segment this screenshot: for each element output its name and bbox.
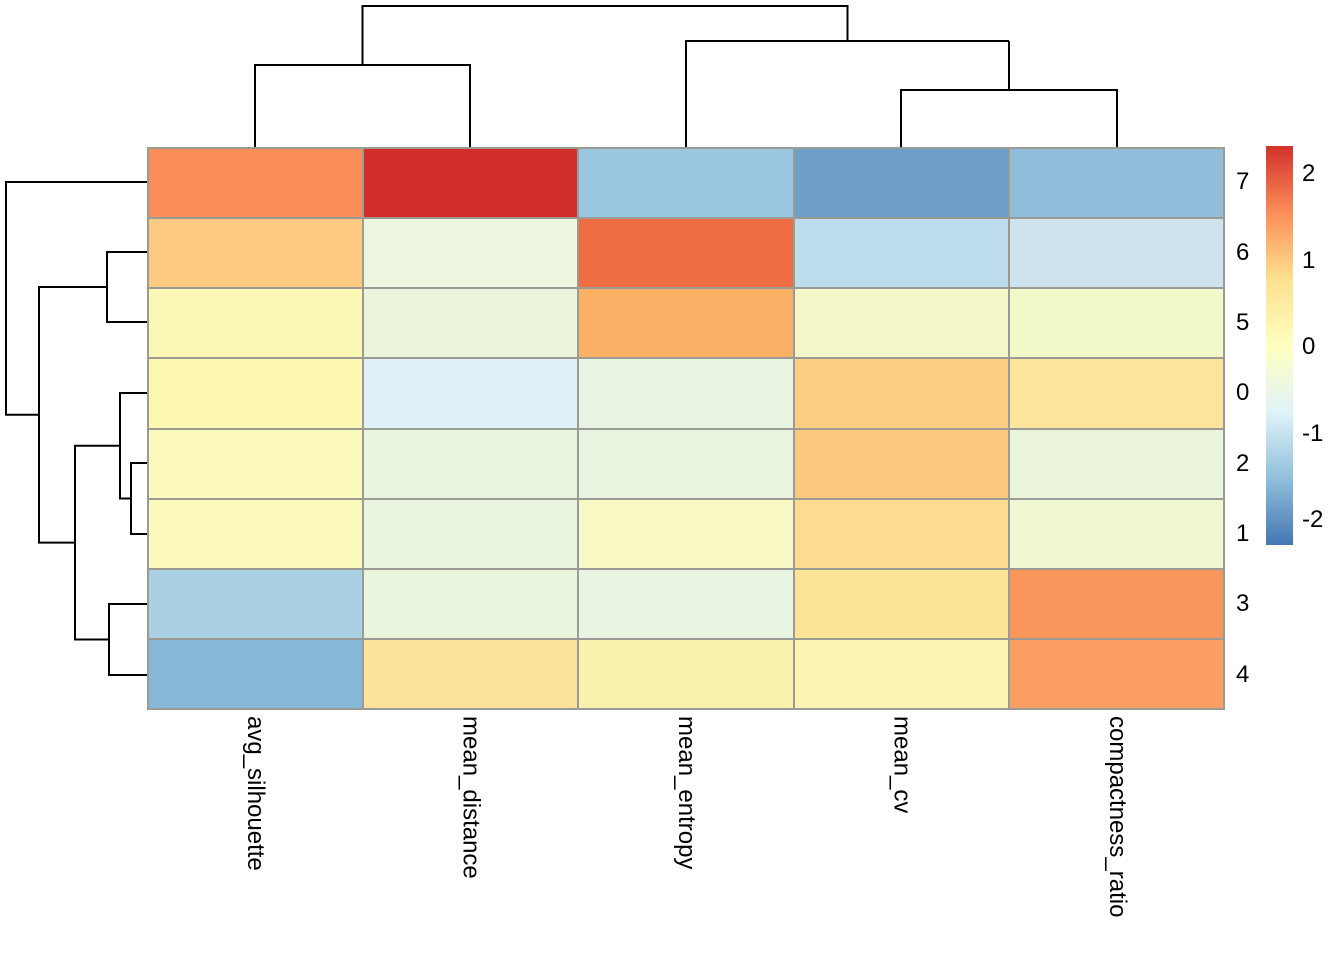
heatmap-cell-6-mean_entropy [579,219,793,288]
heatmap-cell-4-compactness_ratio [1009,639,1223,708]
heatmap-cell-0-mean_entropy [579,359,793,428]
heatmap-cell-5-mean_cv [794,289,1008,358]
column-dendrogram [254,5,1118,147]
dendrogram-branch [900,89,1118,147]
heatmap-cell-6-mean_cv [794,219,1008,288]
heatmap-cell-4-mean_cv [794,639,1008,708]
heatmap-cell-7-mean_cv [794,149,1008,218]
heatmap-cell-5-avg_silhouette [149,289,363,358]
dendrogram-branch [5,181,147,416]
heatmap-cell-0-avg_silhouette [149,359,363,428]
column-label-compactness_ratio: compactness_ratio [1104,716,1132,918]
heatmap-cell-3-avg_silhouette [149,569,363,638]
heatmap-cell-1-mean_entropy [579,499,793,568]
column-label-mean_cv: mean_cv [888,716,916,814]
column-label-mean_entropy: mean_entropy [673,716,700,870]
column-label-avg_silhouette: avg_silhouette [241,716,269,871]
heatmap-cell-2-mean_cv [794,429,1008,498]
dendrogram-branch [130,462,147,535]
heatmap-cell-0-compactness_ratio [1009,359,1223,428]
heatmap-cell-6-mean_distance [364,219,578,288]
dendrogram-branch [74,444,120,641]
colorbar-tick--1: -1 [1302,419,1324,447]
heatmap-cell-3-compactness_ratio [1009,569,1223,638]
heatmap-cell-5-mean_entropy [579,289,793,358]
heatmap-cell-7-compactness_ratio [1009,149,1223,218]
dendrogram-branch [108,603,147,676]
heatmap-cell-1-compactness_ratio [1009,499,1223,568]
heatmap-cell-4-avg_silhouette [149,639,363,708]
row-label-3: 3 [1236,590,1250,618]
dendrogram-branch [106,251,147,323]
dendrogram-branch [254,64,471,147]
heatmap-cell-5-mean_distance [364,289,578,358]
colorbar-tick-1: 1 [1302,246,1316,274]
heatmap-cell-2-mean_distance [364,429,578,498]
heatmap-cell-6-avg_silhouette [149,219,363,288]
row-dendrogram [5,181,147,676]
heatmap-cell-2-compactness_ratio [1009,429,1223,498]
row-label-6: 6 [1236,238,1250,266]
row-label-0: 0 [1236,379,1250,407]
row-label-7: 7 [1236,168,1250,196]
heatmap-cell-1-mean_cv [794,499,1008,568]
heatmap-cell-7-mean_entropy [579,149,793,218]
heatmap-cell-3-mean_distance [364,569,578,638]
heatmap-cell-2-mean_entropy [579,429,793,498]
colorbar-gradient [1266,146,1293,545]
heatmap-cell-1-avg_silhouette [149,499,363,568]
colorbar-tick-0: 0 [1302,333,1316,360]
heatmap-cell-3-mean_cv [794,569,1008,638]
dendrogram-branch [38,286,107,544]
row-label-4: 4 [1236,660,1250,688]
colorbar-tick--2: -2 [1302,506,1324,533]
heatmap-cell-7-mean_distance [364,149,578,218]
dendrogram-branch [119,392,147,500]
heatmap-cell-2-avg_silhouette [149,429,363,498]
heatmap-cell-5-compactness_ratio [1009,289,1223,358]
heatmap-cell-6-compactness_ratio [1009,219,1223,288]
heatmap-grid [147,147,1225,710]
row-label-1: 1 [1236,520,1250,548]
row-label-5: 5 [1236,308,1250,336]
dendrogram-branch [685,40,1009,147]
heatmap-cell-0-mean_distance [364,359,578,428]
colorbar-tick-2: 2 [1302,160,1316,187]
heatmap-cell-3-mean_entropy [579,569,793,638]
dendrogram-branch [361,5,849,65]
column-label-mean_distance: mean_distance [457,716,485,879]
heatmap-cell-0-mean_cv [794,359,1008,428]
heatmap-cell-4-mean_entropy [579,639,793,708]
row-label-2: 2 [1236,449,1250,477]
heatmap-cell-4-mean_distance [364,639,578,708]
heatmap-cell-7-avg_silhouette [149,149,363,218]
heatmap-cell-1-mean_distance [364,499,578,568]
